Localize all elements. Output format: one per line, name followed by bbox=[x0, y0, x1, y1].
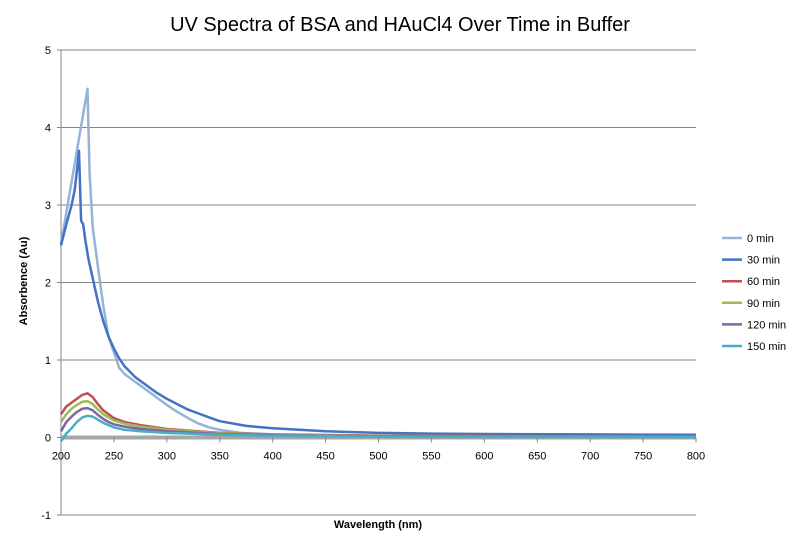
y-tick-label: -1 bbox=[41, 510, 51, 522]
x-tick-label: 400 bbox=[263, 451, 281, 463]
x-tick-label: 650 bbox=[528, 451, 546, 463]
legend-label: 120 min bbox=[747, 319, 786, 331]
axis-layer: -1 0 1 2 3 4 5 200 250 300 350 400 450 500 550 600 650 70… bbox=[41, 45, 705, 522]
legend-layer: 0 min 30 min 60 min 90 min 120 min 150 min bbox=[722, 233, 786, 353]
legend-label: 0 min bbox=[747, 233, 774, 245]
x-tick-label: 300 bbox=[158, 451, 176, 463]
y-tick-label: 5 bbox=[45, 45, 51, 57]
y-axis-title: Absorbence (Au) bbox=[18, 236, 30, 325]
y-tick-label: 3 bbox=[45, 200, 51, 212]
x-tick-label: 800 bbox=[687, 451, 705, 463]
legend-label: 60 min bbox=[747, 276, 780, 288]
x-tick-label: 600 bbox=[475, 451, 493, 463]
y-tick-label: 1 bbox=[45, 355, 51, 367]
grid-layer bbox=[61, 49, 696, 516]
x-tick-label: 350 bbox=[211, 451, 229, 463]
series-line-0-min bbox=[59, 87, 697, 438]
legend-label: 30 min bbox=[747, 255, 780, 267]
chart-title: UV Spectra of BSA and HAuCl4 Over Time i… bbox=[170, 14, 630, 36]
series-layer bbox=[59, 87, 697, 443]
x-tick-label: 500 bbox=[369, 451, 387, 463]
x-tick-label: 550 bbox=[422, 451, 440, 463]
y-tick-label: 0 bbox=[45, 433, 51, 445]
legend-label: 150 min bbox=[747, 341, 786, 353]
x-tick-label: 700 bbox=[581, 451, 599, 463]
legend-label: 90 min bbox=[747, 298, 780, 310]
x-tick-label: 200 bbox=[52, 451, 70, 463]
y-tick-label: 4 bbox=[45, 123, 51, 135]
y-tick-label: 2 bbox=[45, 278, 51, 290]
x-tick-label: 750 bbox=[634, 451, 652, 463]
x-tick-label: 250 bbox=[105, 451, 123, 463]
x-tick-label: 450 bbox=[316, 451, 334, 463]
x-axis-title: Wavelength (nm) bbox=[334, 519, 423, 531]
series-line-30-min bbox=[59, 149, 697, 437]
series-line-150-min bbox=[59, 414, 697, 443]
